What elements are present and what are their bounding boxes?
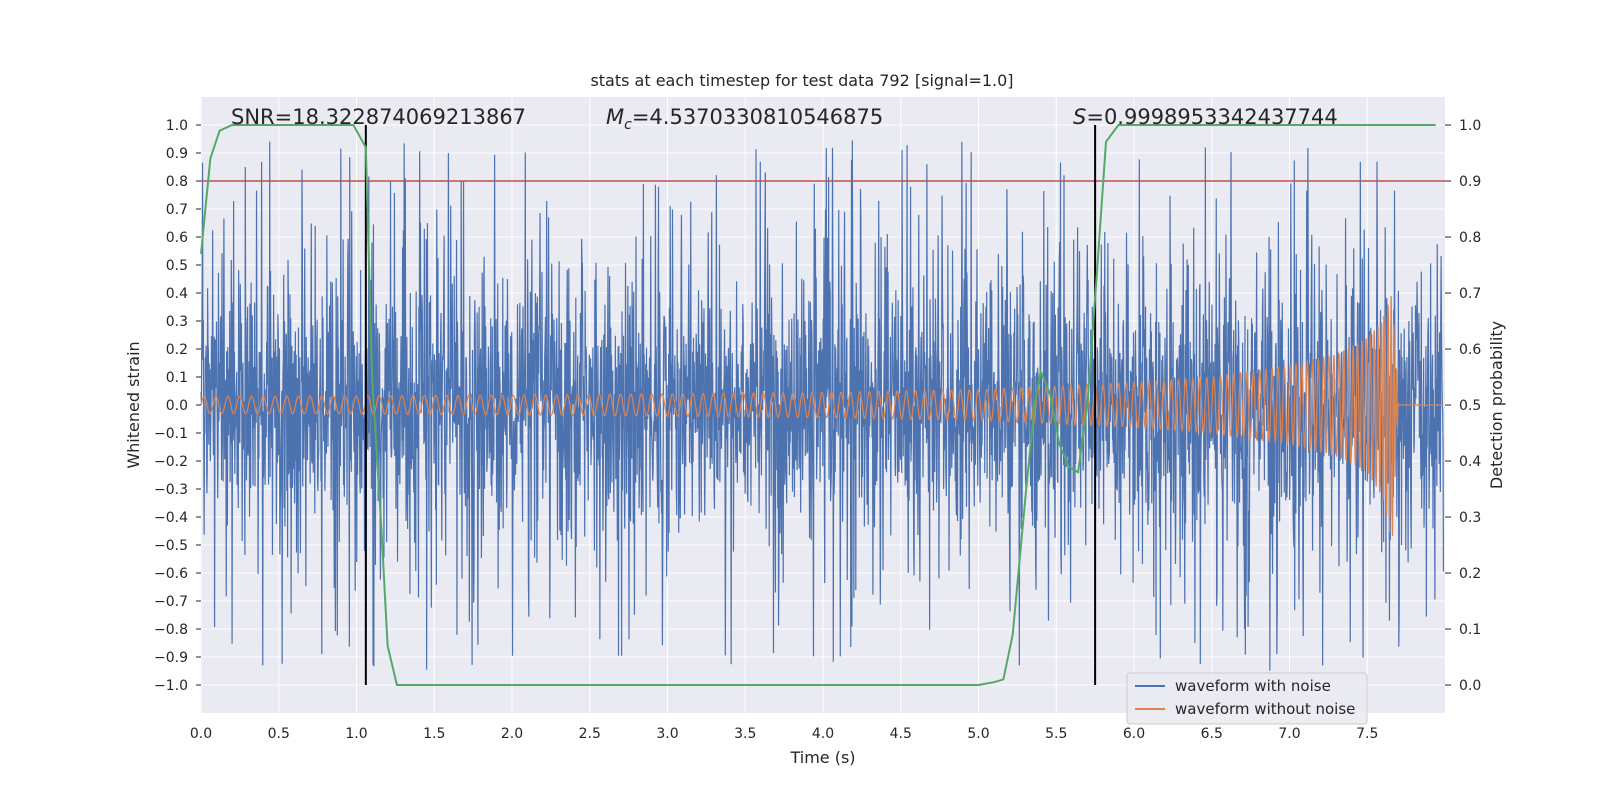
y-tick-label: −0.8 (154, 622, 188, 638)
y-tick-label: 0.1 (166, 370, 188, 386)
y-tick-label: 0.9 (166, 146, 188, 162)
x-tick-label: 4.5 (890, 726, 912, 742)
x-tick-label: 5.0 (967, 726, 989, 742)
y-tick-label: 0.7 (166, 202, 188, 218)
y-tick-label: −0.9 (154, 650, 188, 666)
y2-tick-label: 0.9 (1459, 174, 1481, 190)
x-tick-label: 2.0 (501, 726, 523, 742)
y-tick-label: −0.1 (154, 426, 188, 442)
x-tick-label: 1.0 (345, 726, 367, 742)
y-tick-label: 1.0 (166, 118, 188, 134)
clean-waveform-line (200, 296, 1444, 536)
y-tick-label: 0.3 (166, 314, 188, 330)
x-tick-label: 7.0 (1278, 726, 1300, 742)
y2-tick-label: 0.1 (1459, 622, 1481, 638)
mc-symbol: M (606, 105, 624, 129)
chart-title: stats at each timestep for test data 792… (590, 71, 1013, 90)
x-tick-label: 0.0 (190, 726, 212, 742)
x-tick-label: 1.5 (423, 726, 445, 742)
y2-axis-label: Detection probability (1487, 321, 1506, 489)
legend-box (1126, 672, 1368, 725)
y-tick-label: −0.7 (154, 594, 188, 610)
y-axis-label: Whitened strain (124, 341, 143, 468)
mc-value: =4.5370330810546875 (632, 105, 883, 129)
y2-axis-ticks: 1.0 0.9 0.8 0.7 0.6 0.5 0.4 0.3 0.2 0.1 0.0 (1445, 118, 1481, 694)
x-axis-label: Time (s) (789, 748, 855, 767)
s-annotation: S=0.9998953342437744 (1073, 105, 1338, 129)
y-tick-label: 0.0 (166, 398, 188, 414)
y2-tick-label: 0.4 (1459, 454, 1481, 470)
y-tick-label: −0.2 (154, 454, 188, 470)
y2-tick-label: 0.6 (1459, 342, 1481, 358)
y-tick-label: 0.8 (166, 174, 188, 190)
y-tick-label: 0.2 (166, 342, 188, 358)
x-tick-label: 6.5 (1201, 726, 1223, 742)
x-tick-label: 7.5 (1356, 726, 1378, 742)
y-axis-ticks: 1.0 0.9 0.8 0.7 0.6 0.5 0.4 0.3 0.2 0.1 0.0 −0.1 −0.… (154, 118, 201, 694)
x-tick-label: 0.5 (268, 726, 290, 742)
y2-tick-label: 0.3 (1459, 510, 1481, 526)
legend: waveform with noise waveform without noi… (1126, 672, 1368, 725)
y2-tick-label: 0.2 (1459, 566, 1481, 582)
series-detection-probability (200, 124, 1436, 686)
y-tick-label: −0.3 (154, 482, 188, 498)
s-symbol: S (1073, 105, 1086, 129)
y2-tick-label: 1.0 (1459, 118, 1481, 134)
x-tick-label: 2.5 (579, 726, 601, 742)
mc-annotation: Mc=4.5370330810546875 (606, 105, 883, 133)
x-tick-label: 3.0 (656, 726, 678, 742)
x-tick-label: 5.5 (1045, 726, 1067, 742)
y2-tick-label: 0.5 (1459, 398, 1481, 414)
y2-tick-label: 0.8 (1459, 230, 1481, 246)
x-axis-ticks: 0.0 0.5 1.0 1.5 2.0 2.5 3.0 3.5 4.0 4.5 5.0 5.5 6.0 6… (190, 726, 1379, 742)
x-tick-label: 6.0 (1123, 726, 1145, 742)
detection-probability-line (200, 124, 1436, 686)
series-waveform-without-noise (200, 296, 1444, 536)
legend-label-clean: waveform without noise (1175, 700, 1355, 718)
x-tick-label: 3.5 (734, 726, 756, 742)
y-tick-label: −0.5 (154, 538, 188, 554)
y2-tick-label: 0.7 (1459, 286, 1481, 302)
y-tick-label: 0.5 (166, 258, 188, 274)
vertical-markers (364, 125, 1097, 685)
x-tick-label: 4.0 (812, 726, 834, 742)
y-tick-label: 0.6 (166, 230, 188, 246)
s-value: =0.9998953342437744 (1086, 105, 1337, 129)
snr-annotation: SNR=18.322874069213867 (231, 105, 526, 129)
y2-tick-label: 0.0 (1459, 678, 1481, 694)
y-tick-label: −0.6 (154, 566, 188, 582)
y-tick-label: −0.4 (154, 510, 188, 526)
mc-subscript: c (624, 117, 632, 133)
y-tick-label: −1.0 (154, 678, 188, 694)
y-tick-label: 0.4 (166, 286, 188, 302)
legend-label-noise: waveform with noise (1175, 677, 1331, 695)
